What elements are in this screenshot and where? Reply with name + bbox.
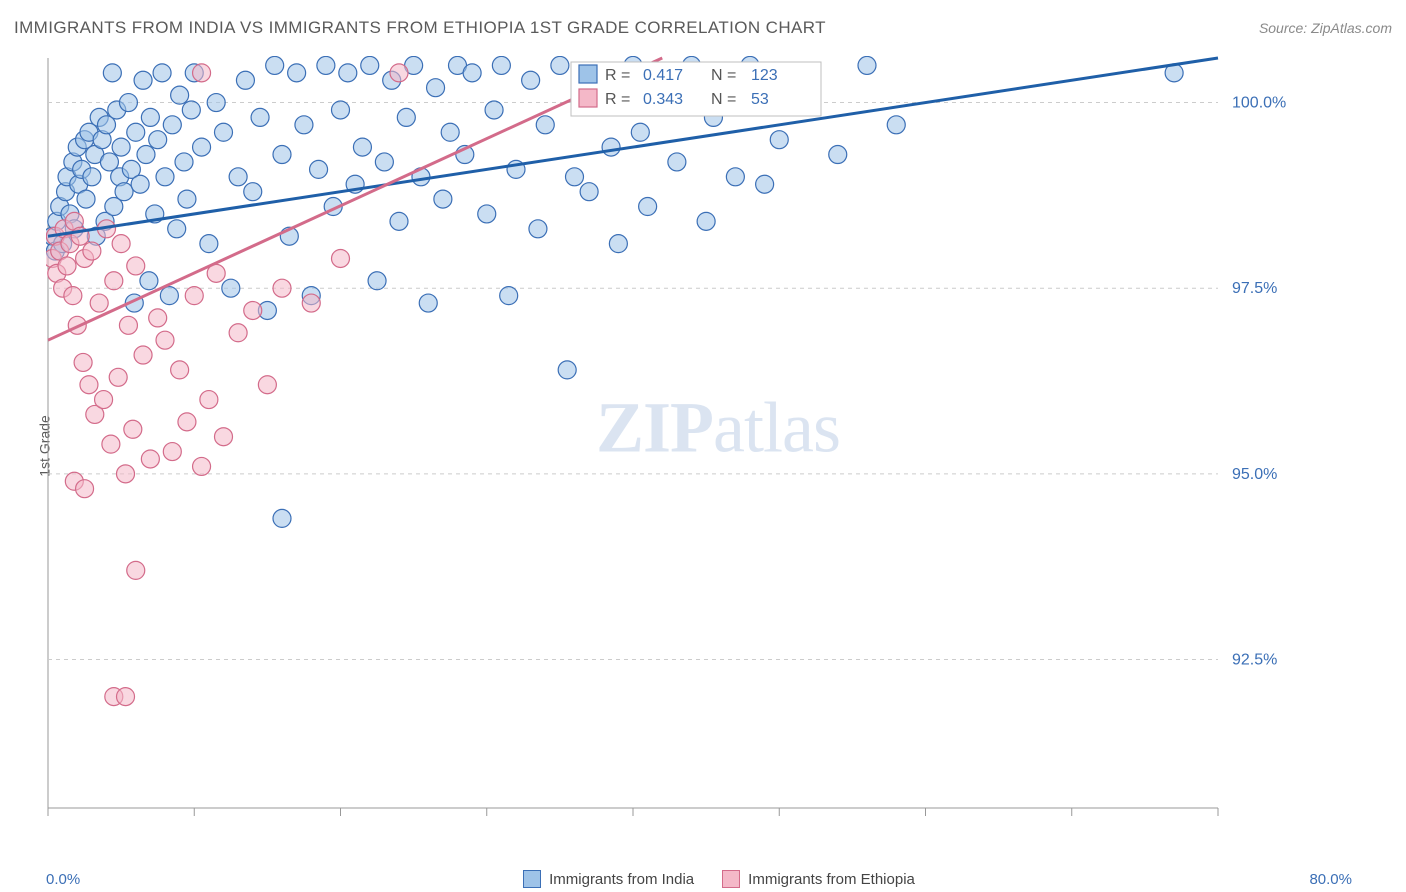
source-name: ZipAtlas.com [1311, 20, 1392, 36]
scatter-chart: 92.5% 95.0% 97.5% 100.0% R = 0.417 N = 123 R = 0.… [46, 56, 1304, 832]
legend-swatch-ethiopia [722, 870, 740, 888]
legend-label-ethiopia: Immigrants from Ethiopia [748, 871, 915, 888]
svg-text:123: 123 [751, 67, 778, 84]
svg-text:92.5%: 92.5% [1232, 651, 1277, 668]
x-axis-max: 80.0% [1309, 871, 1352, 888]
source-prefix: Source: [1259, 20, 1311, 36]
svg-text:N =: N = [711, 67, 736, 84]
legend-item-india: Immigrants from India [523, 870, 694, 888]
legend-item-ethiopia: Immigrants from Ethiopia [722, 870, 915, 888]
legend-label-india: Immigrants from India [549, 871, 694, 888]
source-attribution: Source: ZipAtlas.com [1259, 20, 1392, 36]
x-axis-min: 0.0% [46, 871, 80, 888]
legend-swatch-india [523, 870, 541, 888]
svg-text:0.417: 0.417 [643, 67, 683, 84]
svg-text:53: 53 [751, 91, 769, 108]
svg-text:R =: R = [605, 91, 630, 108]
svg-text:R =: R = [605, 67, 630, 84]
chart-area: 92.5% 95.0% 97.5% 100.0% R = 0.417 N = 123 R = 0.… [46, 56, 1390, 832]
svg-text:100.0%: 100.0% [1232, 95, 1286, 112]
svg-text:97.5%: 97.5% [1232, 280, 1277, 297]
svg-text:0.343: 0.343 [643, 91, 683, 108]
x-axis-legend: 0.0% Immigrants from India Immigrants fr… [46, 870, 1392, 888]
chart-title: IMMIGRANTS FROM INDIA VS IMMIGRANTS FROM… [14, 18, 826, 38]
svg-text:95.0%: 95.0% [1232, 466, 1277, 483]
svg-text:N =: N = [711, 91, 736, 108]
chart-header: IMMIGRANTS FROM INDIA VS IMMIGRANTS FROM… [14, 18, 1392, 38]
